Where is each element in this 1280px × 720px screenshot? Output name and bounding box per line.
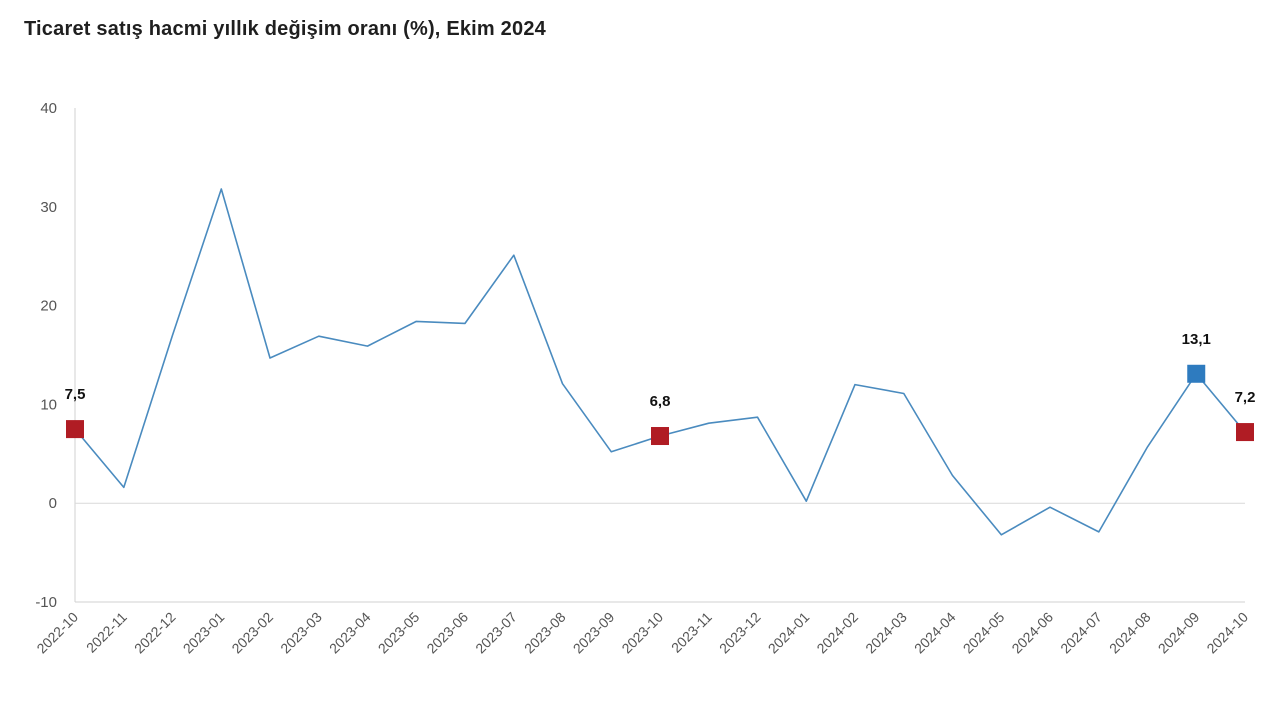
x-tick-label: 2023-10: [618, 609, 666, 657]
x-tick-label: 2024-06: [1008, 609, 1056, 657]
y-tick-label: -10: [35, 594, 57, 611]
x-tick-label: 2023-05: [375, 609, 423, 657]
y-tick-label: 20: [40, 298, 57, 315]
highlight-marker: [66, 420, 84, 439]
data-label: 6,8: [650, 393, 671, 410]
y-tick-label: 40: [40, 100, 57, 117]
highlight-marker: [1236, 423, 1254, 442]
x-tick-label: 2023-04: [326, 609, 374, 657]
highlight-marker: [651, 427, 669, 446]
x-tick-label: 2023-11: [668, 609, 715, 656]
highlight-marker: [1187, 364, 1206, 383]
x-tick-label: 2023-07: [472, 609, 520, 657]
data-labels: 7,5 6,8 13,1 7,2: [65, 331, 1256, 410]
x-tick-label: 2024-05: [960, 609, 1008, 657]
x-tick-label: 2023-12: [716, 609, 764, 657]
y-axis-ticks: -10 0 10 20 30 40: [35, 100, 57, 611]
x-tick-label: 2024-07: [1057, 609, 1105, 657]
x-tick-label: 2023-09: [570, 609, 618, 657]
x-tick-label: 2023-02: [228, 609, 276, 657]
x-tick-label: 2023-08: [521, 609, 569, 657]
x-tick-label: 2024-04: [911, 609, 959, 657]
x-axis-ticks: 2022-10 2022-11 2022-12 2023-01 2023-02 2023-…: [33, 609, 1251, 657]
data-label: 7,2: [1235, 389, 1256, 406]
x-tick-label: 2024-03: [862, 609, 910, 657]
x-tick-label: 2022-12: [131, 609, 179, 657]
axes: [74, 108, 1245, 603]
x-tick-label: 2024-08: [1106, 609, 1154, 657]
x-tick-label: 2024-02: [813, 609, 861, 657]
x-tick-label: 2024-09: [1155, 609, 1203, 657]
series-line: [74, 188, 1246, 536]
y-tick-label: 30: [40, 199, 57, 216]
y-tick-label: 10: [40, 396, 57, 413]
data-label: 13,1: [1182, 331, 1211, 348]
y-tick-label: 0: [49, 495, 57, 512]
x-tick-label: 2023-06: [423, 609, 471, 657]
x-tick-label: 2022-10: [33, 609, 81, 657]
x-tick-label: 2023-01: [180, 609, 228, 657]
series-line-group: [74, 188, 1246, 536]
x-tick-label: 2023-03: [277, 609, 325, 657]
x-tick-label: 2022-11: [83, 609, 130, 656]
data-label: 7,5: [65, 386, 86, 403]
chart-title: Ticaret satış hacmi yıllık değişim oranı…: [24, 18, 546, 40]
highlight-markers: [66, 364, 1254, 446]
x-tick-label: 2024-01: [765, 609, 813, 657]
x-tick-label: 2024-10: [1203, 609, 1251, 657]
